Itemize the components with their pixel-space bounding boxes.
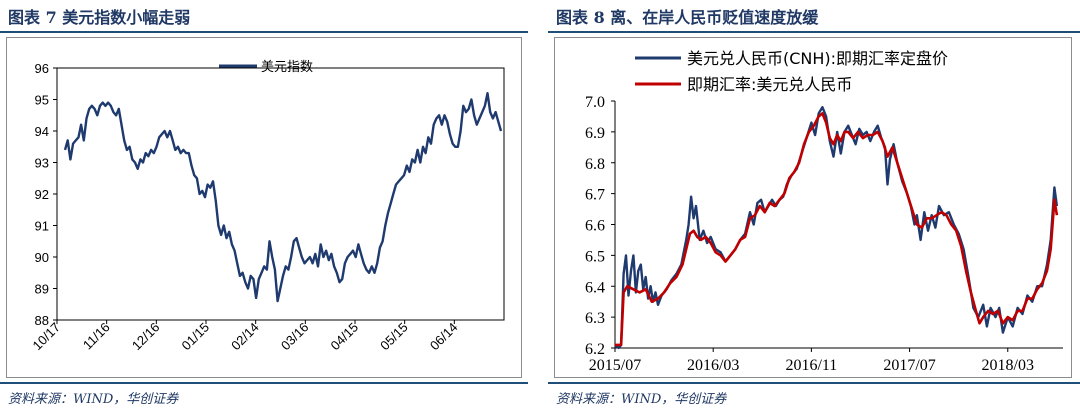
series-line-usd-index — [63, 92, 503, 303]
y-tick-label: 89 — [35, 282, 49, 297]
series-line-spot-rate — [615, 112, 1059, 347]
panel-usd-index: 图表 7 美元指数小幅走弱 96 95 94 93 92 91 90 89 88 10/17 11/… — [0, 0, 528, 413]
chart-title: 图表 8 离、在岸人民币贬值速度放缓 — [556, 8, 819, 27]
x-tick-label: 2018/03 — [982, 357, 1034, 374]
y-tick-label: 92 — [35, 187, 49, 202]
x-tick-label: 06/14 — [427, 320, 461, 354]
source-rule — [548, 382, 1080, 384]
y-tick-label: 6.2 — [585, 341, 605, 358]
legend-label: 美元指数 — [261, 60, 313, 75]
y-tick-label: 6.3 — [585, 310, 605, 327]
y-tick-label: 6.5 — [585, 248, 605, 265]
title-rule — [0, 31, 528, 33]
legend-label: 即期汇率:美元兑人民币 — [687, 75, 852, 94]
chart-frame: 7.0 6.9 6.8 6.7 6.6 6.5 6.4 6.3 6.2 2015/07 2016/0… — [554, 37, 1072, 378]
chart-title: 图表 7 美元指数小幅走弱 — [8, 8, 191, 27]
x-tick-label: 2017/07 — [883, 357, 935, 374]
y-tick-label: 6.7 — [585, 187, 605, 204]
y-tick-label: 93 — [35, 156, 49, 171]
source-rule — [0, 382, 528, 384]
panel-rmb: 图表 8 离、在岸人民币贬值速度放缓 7.0 6.9 6.8 6.7 6.6 6.5 6.4… — [548, 0, 1080, 413]
title-rule — [548, 31, 1080, 33]
source-note: 资料来源：WIND，华创证券 — [556, 392, 727, 407]
x-tick-label: 12/16 — [129, 320, 163, 354]
x-tick-label: 02/14 — [228, 320, 262, 354]
y-tick-label: 91 — [35, 219, 49, 234]
x-tick-label: 2016/11 — [785, 357, 837, 374]
y-tick-label: 88 — [35, 313, 49, 328]
y-tick-label: 94 — [35, 124, 49, 139]
x-tick-label: 05/15 — [377, 320, 411, 354]
x-tick-label: 04/15 — [328, 320, 362, 354]
legend-label: 美元兑人民币(CNH):即期汇率定盘价 — [687, 49, 948, 68]
y-tick-label: 7.0 — [585, 94, 605, 111]
y-tick-label: 6.9 — [585, 125, 605, 142]
x-tick-label: 11/16 — [80, 320, 113, 353]
y-tick-label: 96 — [35, 61, 49, 76]
y-tick-label: 90 — [35, 250, 49, 265]
y-tick-label: 6.8 — [585, 156, 605, 173]
x-tick-label: 03/16 — [278, 320, 312, 354]
x-tick-label: 01/15 — [179, 320, 213, 354]
chart-frame: 96 95 94 93 92 91 90 89 88 10/17 11/16 12/16 01/15 02… — [6, 37, 522, 378]
y-tick-label: 95 — [35, 93, 49, 108]
x-tick-label: 2016/03 — [687, 357, 739, 374]
y-tick-label: 6.4 — [585, 279, 605, 296]
x-tick-label: 2015/07 — [589, 357, 641, 374]
y-tick-label: 6.6 — [585, 218, 605, 235]
source-note: 资料来源：WIND，华创证券 — [8, 392, 179, 407]
